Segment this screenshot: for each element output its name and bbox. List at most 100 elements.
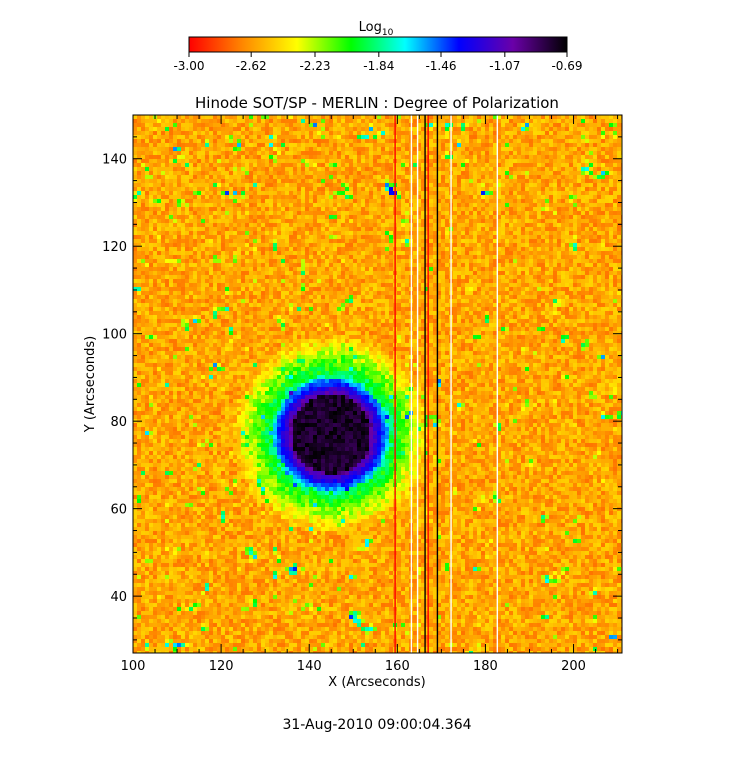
heatmap-cell [481,215,485,219]
heatmap-cell [585,259,589,263]
heatmap-cell [325,227,329,231]
heatmap-cell [565,123,569,127]
heatmap-cell [561,163,565,167]
heatmap-cell [165,191,169,195]
heatmap-cell [321,151,325,155]
heatmap-cell [289,191,293,195]
heatmap-cell [225,195,229,199]
heatmap-cell [305,243,309,247]
heatmap-cell [173,227,177,231]
heatmap-cell [509,115,513,119]
heatmap-cell [473,143,477,147]
heatmap-cell [401,263,405,267]
heatmap-cell [245,195,249,199]
heatmap-cell [185,183,189,187]
heatmap-cell [189,231,193,235]
heatmap-cell [389,243,393,247]
heatmap-cell [361,143,365,147]
heatmap-cell [217,267,221,271]
heatmap-cell [581,247,585,251]
heatmap-cell [569,179,573,183]
heatmap-cell [309,251,313,255]
heatmap-cell [241,143,245,147]
heatmap-cell [329,191,333,195]
heatmap-cell [265,143,269,147]
heatmap-cell [541,123,545,127]
heatmap-cell [325,199,329,203]
heatmap-cell [589,203,593,207]
heatmap-cell [325,143,329,147]
heatmap-cell [157,227,161,231]
heatmap-cell [477,187,481,191]
heatmap-cell [357,127,361,131]
heatmap-cell [297,179,301,183]
heatmap-cell [601,115,605,119]
heatmap-cell [289,267,293,271]
heatmap-cell [493,211,497,215]
heatmap-cell [345,271,349,275]
heatmap-cell [285,131,289,135]
heatmap-cell [189,191,193,195]
heatmap-cell [273,239,277,243]
heatmap-cell [181,183,185,187]
heatmap-cell [525,239,529,243]
heatmap-cell [133,119,137,123]
heatmap-cell [553,131,557,135]
heatmap-cell [237,219,241,223]
heatmap-cell [537,219,541,223]
heatmap-cell [433,247,437,251]
heatmap-cell [289,271,293,275]
heatmap-cell [337,147,341,151]
heatmap-cell [233,223,237,227]
heatmap-cell [461,263,465,267]
heatmap-cell [361,163,365,167]
heatmap-cell [325,155,329,159]
heatmap-cell [257,143,261,147]
heatmap-cell [397,211,401,215]
heatmap-cell [213,231,217,235]
heatmap-cell [397,195,401,199]
heatmap-cell [589,239,593,243]
heatmap-cell [433,131,437,135]
heatmap-cell [473,251,477,255]
heatmap-cell [537,151,541,155]
heatmap-cell [577,247,581,251]
heatmap-cell [165,207,169,211]
heatmap-cell [433,163,437,167]
heatmap-cell [245,123,249,127]
heatmap-cell [441,251,445,255]
heatmap-cell [445,131,449,135]
heatmap-cell [561,231,565,235]
heatmap-cell [609,187,613,191]
heatmap-cell [561,215,565,219]
heatmap-cell [385,119,389,123]
heatmap-cell [269,231,273,235]
heatmap-cell [213,203,217,207]
heatmap-cell [225,123,229,127]
heatmap-cell [597,223,601,227]
heatmap-cell [473,215,477,219]
heatmap-cell [269,247,273,251]
heatmap-cell [553,203,557,207]
heatmap-cell [481,163,485,167]
heatmap-cell [209,223,213,227]
heatmap-cell [281,171,285,175]
heatmap-cell [477,131,481,135]
heatmap-cell [301,143,305,147]
heatmap-cell [397,163,401,167]
heatmap-cell [201,147,205,151]
heatmap-cell [277,151,281,155]
heatmap-cell [269,163,273,167]
heatmap-cell [249,119,253,123]
heatmap-cell [477,179,481,183]
heatmap-cell [365,243,369,247]
heatmap-cell [193,183,197,187]
heatmap-cell [469,191,473,195]
heatmap-cell [549,243,553,247]
heatmap-cell [501,151,505,155]
heatmap-cell [353,143,357,147]
heatmap-cell [441,175,445,179]
heatmap-cell [453,163,457,167]
heatmap-cell [277,195,281,199]
heatmap-cell [601,239,605,243]
